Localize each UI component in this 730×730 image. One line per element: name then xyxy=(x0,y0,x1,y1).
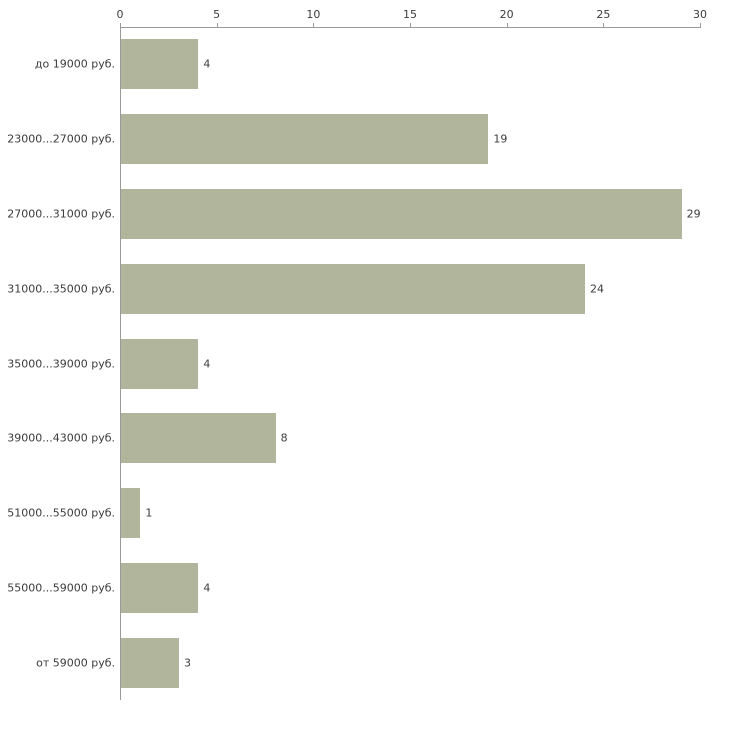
value-label: 19 xyxy=(493,132,508,146)
x-axis-tick-label: 15 xyxy=(403,8,417,21)
category-label: 35000...39000 руб. xyxy=(7,357,115,370)
x-axis-tick-label: 25 xyxy=(596,8,611,21)
bar xyxy=(121,562,199,613)
value-label: 24 xyxy=(590,282,604,296)
bar xyxy=(121,488,141,539)
bar xyxy=(121,338,199,389)
value-label: 4 xyxy=(203,57,211,71)
x-axis-tick-label: 0 xyxy=(116,8,124,21)
bar xyxy=(121,188,682,239)
category-label: 31000...35000 руб. xyxy=(7,282,115,296)
x-axis-tick xyxy=(410,23,411,27)
x-axis-tick xyxy=(216,23,218,27)
value-label: 4 xyxy=(203,581,211,595)
x-axis-tick-label: 20 xyxy=(499,8,514,21)
y-axis-line xyxy=(120,27,121,700)
x-axis-tick-label: 5 xyxy=(213,8,221,21)
category-label: 51000...55000 руб. xyxy=(7,506,115,520)
x-axis-tick xyxy=(120,23,121,27)
x-axis-line xyxy=(120,27,701,28)
x-axis-tick xyxy=(700,23,701,27)
x-axis-tick xyxy=(313,23,315,27)
value-label: 8 xyxy=(280,431,288,445)
value-label: 4 xyxy=(203,357,211,370)
bar xyxy=(121,263,585,314)
category-label: 55000...59000 руб. xyxy=(7,581,115,595)
x-axis-tick-label: 10 xyxy=(306,8,321,21)
value-label: 3 xyxy=(184,656,191,670)
category-label: от 59000 руб. xyxy=(36,656,115,670)
value-label: 29 xyxy=(686,207,701,221)
bar xyxy=(121,413,276,464)
bar xyxy=(121,114,489,165)
category-label: до 19000 руб. xyxy=(34,57,115,71)
category-label: 23000...27000 руб. xyxy=(7,132,115,146)
category-label: 39000...43000 руб. xyxy=(7,431,115,445)
x-axis-tick-label: 30 xyxy=(693,8,707,21)
value-label: 1 xyxy=(145,506,153,520)
category-label: 27000...31000 руб. xyxy=(7,207,115,221)
x-axis-tick xyxy=(603,23,605,27)
bar xyxy=(121,637,179,688)
x-axis-tick xyxy=(506,23,508,27)
bar xyxy=(121,39,199,90)
